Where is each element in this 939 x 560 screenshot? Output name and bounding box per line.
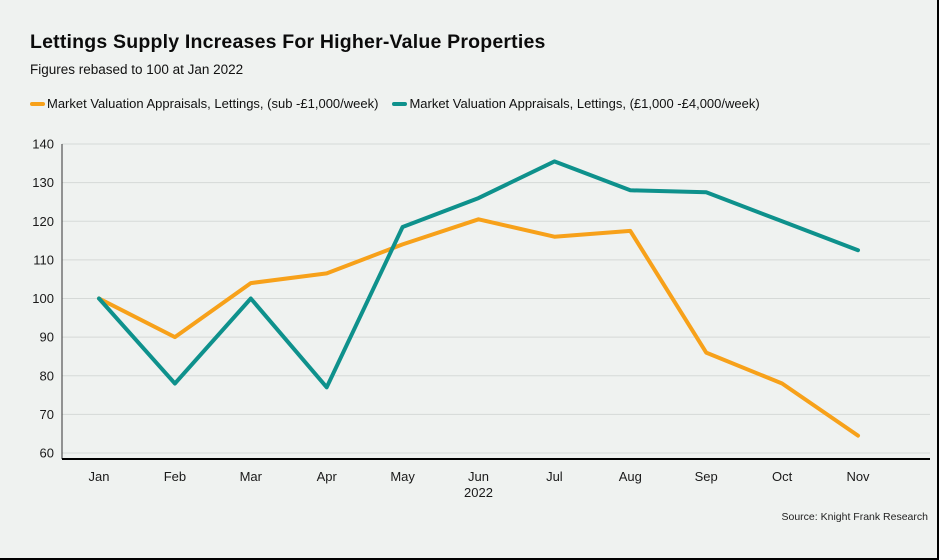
legend-item-sub-1000: Market Valuation Appraisals, Lettings, (… <box>30 96 378 111</box>
chart-title: Lettings Supply Increases For Higher-Val… <box>30 31 546 53</box>
y-tick-label: 120 <box>32 214 54 229</box>
x-tick-label: Sep <box>695 469 718 484</box>
legend-item-1000-4000: Market Valuation Appraisals, Lettings, (… <box>392 96 760 111</box>
series-line-sub-1000 <box>97 217 860 438</box>
x-tick-label: Jun <box>468 469 489 484</box>
legend-label: Market Valuation Appraisals, Lettings, (… <box>409 96 760 111</box>
y-tick-label: 60 <box>40 446 54 461</box>
x-tick-label: Nov <box>846 469 870 484</box>
x-tick-label: Mar <box>240 469 263 484</box>
x-tick-label: Aug <box>619 469 642 484</box>
x-tick-label: Jul <box>546 469 563 484</box>
chart-subtitle: Figures rebased to 100 at Jan 2022 <box>30 62 244 77</box>
source-credit: Source: Knight Frank Research <box>781 511 929 523</box>
legend-label: Market Valuation Appraisals, Lettings, (… <box>47 96 379 111</box>
y-tick-label: 70 <box>40 407 54 422</box>
series-line-1000-4000 <box>97 159 860 390</box>
x-tick-label: Jan <box>89 469 110 484</box>
legend: Market Valuation Appraisals, Lettings, (… <box>30 96 760 111</box>
y-tick-label: 130 <box>32 175 54 190</box>
x-tick-label: May <box>390 469 415 484</box>
x-tick-label: Oct <box>772 469 793 484</box>
y-tick-label: 90 <box>40 330 54 345</box>
x-tick-label: Apr <box>317 469 338 484</box>
y-tick-label: 110 <box>33 252 54 267</box>
legend-dash-icon <box>392 101 408 106</box>
x-axis-year-label: 2022 <box>464 485 493 500</box>
y-tick-label: 100 <box>32 291 54 306</box>
y-tick-label: 140 <box>32 137 54 152</box>
y-tick-label: 80 <box>40 368 54 383</box>
legend-dash-icon <box>30 101 45 106</box>
x-tick-label: Feb <box>164 469 186 484</box>
